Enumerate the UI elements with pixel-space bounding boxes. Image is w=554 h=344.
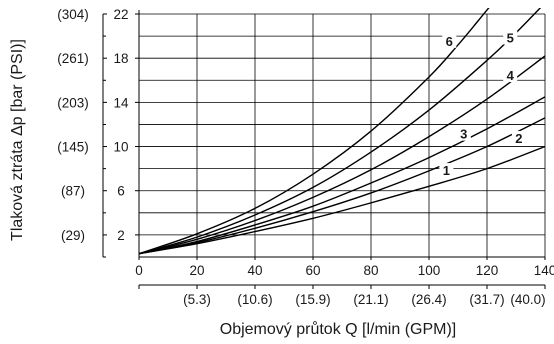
labels-layer: 2(29)6(87)10(145)14(203)18(261)22(304)0 2…	[57, 7, 554, 307]
y-tick-label-secondary: (261)	[57, 51, 89, 66]
curve-label-bg	[442, 33, 457, 48]
curve-label-bg	[439, 163, 454, 178]
curve-label-3: 3	[460, 127, 467, 142]
y-tick-label-secondary: (203)	[57, 95, 89, 110]
curve-label-6: 6	[446, 34, 453, 49]
y-axis-title: Tlaková ztráta Δp [bar (PSI)]	[9, 39, 26, 241]
curve-3	[139, 96, 545, 255]
x-tick-label-secondary: (10.6)	[237, 292, 272, 307]
x-tick-label-secondary: (40.0)	[510, 292, 545, 307]
curve-label-bg	[503, 68, 518, 83]
curve-label-bg	[503, 30, 518, 45]
curve-label-1: 1	[443, 163, 450, 178]
curve-5	[139, 8, 542, 255]
x-tick-label: 140	[534, 263, 554, 278]
x-tick-label: 20	[189, 263, 204, 278]
curve-label-bg	[456, 126, 471, 141]
x-tick-label-secondary: (26.4)	[411, 292, 446, 307]
x-tick-label: 0	[135, 263, 143, 278]
curve-label-4: 4	[507, 68, 515, 83]
y-tick-label-secondary: (29)	[61, 228, 85, 243]
y-tick-label: 18	[113, 51, 128, 66]
curve-6	[139, 8, 490, 255]
x-tick-label-secondary: (15.9)	[295, 292, 330, 307]
grid-layer	[139, 13, 546, 257]
axes-layer	[102, 10, 546, 289]
x-axis-title: Objemový průtok Q [l/min (GPM)]	[220, 320, 457, 338]
y-tick-label: 14	[113, 95, 129, 110]
y-tick-label: 6	[117, 184, 125, 199]
x-tick-label-secondary: (21.1)	[353, 292, 388, 307]
x-tick-label-secondary: (31.7)	[469, 292, 504, 307]
x-tick-label: 80	[363, 263, 378, 278]
x-tick-label: 40	[247, 263, 262, 278]
y-tick-label: 10	[113, 140, 128, 155]
y-tick-label-secondary: (145)	[57, 140, 89, 155]
x-tick-label: 100	[418, 263, 441, 278]
curves-layer	[139, 8, 545, 255]
curve-2	[139, 117, 545, 255]
y-tick-label: 22	[113, 7, 128, 22]
y-tick-label: 2	[117, 228, 125, 243]
curve-1	[139, 145, 545, 255]
x-tick-label: 120	[476, 263, 499, 278]
curve-label-5: 5	[507, 31, 514, 46]
curve-4	[139, 55, 545, 255]
x-tick-label-secondary: (5.3)	[183, 292, 211, 307]
y-tick-label-secondary: (87)	[61, 184, 85, 199]
curve-label-bg	[511, 131, 526, 146]
y-tick-label-secondary: (304)	[57, 7, 89, 22]
x-tick-label: 60	[305, 263, 320, 278]
curve-label-2: 2	[515, 131, 522, 146]
